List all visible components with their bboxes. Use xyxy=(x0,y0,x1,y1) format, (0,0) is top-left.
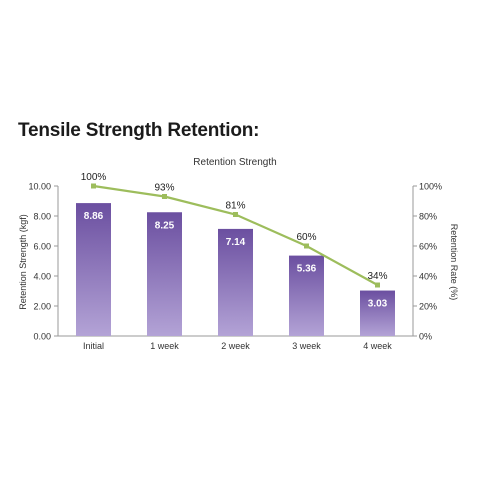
line-value-labels: 100% 93% 81% 60% 34% xyxy=(81,172,388,282)
bar xyxy=(147,212,182,336)
x-tick-labels: Initial 1 week 2 week 3 week 4 week xyxy=(83,341,392,351)
y2-tick-label: 40% xyxy=(419,272,437,282)
y-tick-label: 8.00 xyxy=(33,212,51,222)
line-value-label: 60% xyxy=(296,232,316,243)
y-axis-label: Retention Strength (kgf) xyxy=(18,214,28,310)
bar-value-label: 5.36 xyxy=(297,264,317,275)
bar xyxy=(360,290,395,336)
x-tick-label: 1 week xyxy=(150,341,179,351)
y2-tick-label: 20% xyxy=(419,302,437,312)
x-tick-label: Initial xyxy=(83,341,104,351)
line-point xyxy=(162,194,167,199)
bar-value-label: 3.03 xyxy=(368,299,388,310)
y2-ticks: 0% 20% 40% 60% 80% 100% xyxy=(413,182,442,342)
bar-value-label: 8.86 xyxy=(84,211,104,222)
y2-tick-label: 80% xyxy=(419,212,437,222)
bar-value-labels: 8.86 8.25 7.14 5.36 3.03 xyxy=(84,211,388,309)
line-value-label: 100% xyxy=(81,172,107,183)
bar-value-label: 7.14 xyxy=(226,237,246,248)
y2-tick-label: 0% xyxy=(419,332,432,342)
x-tick-label: 2 week xyxy=(221,341,250,351)
line-value-label: 34% xyxy=(367,271,387,282)
y-tick-label: 6.00 xyxy=(33,242,51,252)
line-value-label: 93% xyxy=(154,183,174,194)
y-ticks: 0.00 2.00 4.00 6.00 8.00 10.00 xyxy=(28,182,58,342)
x-tick-label: 3 week xyxy=(292,341,321,351)
y-tick-label: 10.00 xyxy=(28,182,51,192)
line-value-label: 81% xyxy=(225,201,245,212)
x-tick-label: 4 week xyxy=(363,341,392,351)
retention-line xyxy=(91,183,380,288)
y2-tick-label: 60% xyxy=(419,242,437,252)
y-tick-label: 4.00 xyxy=(33,272,51,282)
line-point xyxy=(375,282,380,288)
line-point xyxy=(304,243,309,249)
bar xyxy=(289,255,324,336)
page-heading: Tensile Strength Retention: xyxy=(18,120,260,141)
y-tick-label: 0.00 xyxy=(33,332,51,342)
bars xyxy=(76,203,395,336)
bar-value-label: 8.25 xyxy=(155,220,175,231)
chart-title: Retention Strength xyxy=(193,157,276,168)
y-tick-label: 2.00 xyxy=(33,302,51,312)
line-point xyxy=(91,183,96,189)
y2-tick-label: 100% xyxy=(419,182,442,192)
y2-axis-label: Retention Rate (%) xyxy=(449,224,459,301)
bar xyxy=(218,228,253,336)
bar xyxy=(76,203,111,336)
line-point xyxy=(233,212,238,217)
